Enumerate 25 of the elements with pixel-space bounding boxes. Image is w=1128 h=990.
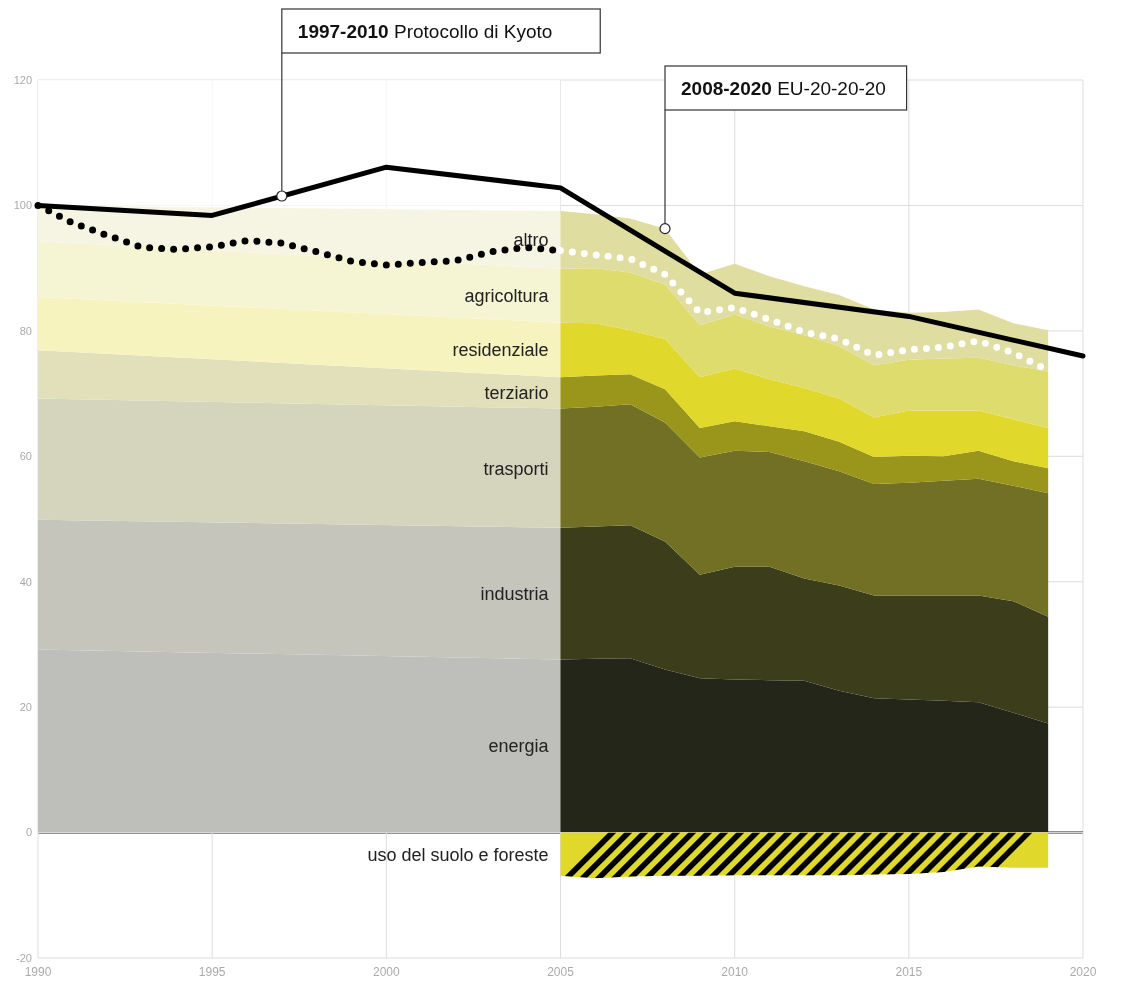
series-label: terziario	[484, 383, 549, 404]
y-tick-label: 20	[19, 700, 32, 713]
annotation: 2008-2020 EU-20-20-20	[681, 77, 886, 99]
series-label: uso del suolo e foreste	[367, 844, 549, 865]
y-tick-label: 80	[19, 324, 32, 337]
x-tick-label: 2005	[547, 965, 575, 979]
x-tick-label: 1990	[24, 965, 52, 979]
x-tick-label: 2015	[895, 965, 923, 979]
x-tick-label: 2010	[721, 965, 749, 979]
y-tick-label: 40	[19, 575, 32, 588]
x-tick-label: 2000	[372, 965, 400, 979]
x-tick-label: 1995	[198, 965, 226, 979]
y-tick-label: 0	[25, 826, 32, 839]
y-tick-label: 60	[19, 450, 32, 463]
annotation: 1997-2010 Protocollo di Kyoto	[297, 20, 553, 42]
y-tick-label: 120	[13, 73, 32, 86]
series-label: industria	[480, 583, 550, 604]
y-tick-label: -20	[16, 951, 32, 964]
series-label: energia	[488, 736, 550, 757]
x-tick-label: 2020	[1069, 965, 1097, 979]
series-label: residenziale	[452, 340, 549, 361]
y-tick-label: 100	[13, 199, 32, 212]
series-label: agricoltura	[464, 286, 550, 307]
series-label: trasporti	[483, 458, 549, 479]
series-label: altro	[513, 230, 549, 251]
